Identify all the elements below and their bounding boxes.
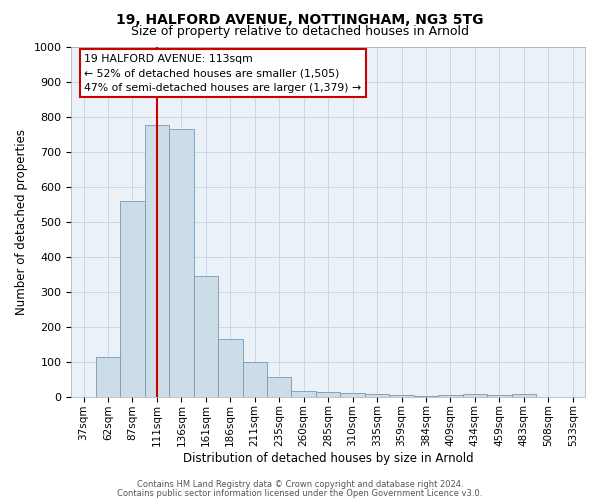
Text: Size of property relative to detached houses in Arnold: Size of property relative to detached ho… <box>131 25 469 38</box>
Bar <box>169 129 194 396</box>
Bar <box>389 395 414 396</box>
Bar <box>194 276 218 396</box>
Bar <box>96 358 120 397</box>
Bar <box>267 378 292 396</box>
Bar <box>512 394 536 396</box>
Bar <box>120 200 145 396</box>
Text: 19, HALFORD AVENUE, NOTTINGHAM, NG3 5TG: 19, HALFORD AVENUE, NOTTINGHAM, NG3 5TG <box>116 12 484 26</box>
Text: Contains public sector information licensed under the Open Government Licence v3: Contains public sector information licen… <box>118 488 482 498</box>
Bar <box>340 393 365 396</box>
Bar <box>145 126 169 396</box>
Bar <box>316 392 340 396</box>
Bar <box>438 395 463 396</box>
Bar <box>242 362 267 396</box>
Bar <box>463 394 487 396</box>
Bar <box>365 394 389 396</box>
Bar <box>292 392 316 396</box>
Bar <box>487 395 512 396</box>
Text: Contains HM Land Registry data © Crown copyright and database right 2024.: Contains HM Land Registry data © Crown c… <box>137 480 463 489</box>
X-axis label: Distribution of detached houses by size in Arnold: Distribution of detached houses by size … <box>183 452 473 465</box>
Bar <box>218 339 242 396</box>
Text: 19 HALFORD AVENUE: 113sqm
← 52% of detached houses are smaller (1,505)
47% of se: 19 HALFORD AVENUE: 113sqm ← 52% of detac… <box>84 54 361 93</box>
Y-axis label: Number of detached properties: Number of detached properties <box>15 128 28 314</box>
